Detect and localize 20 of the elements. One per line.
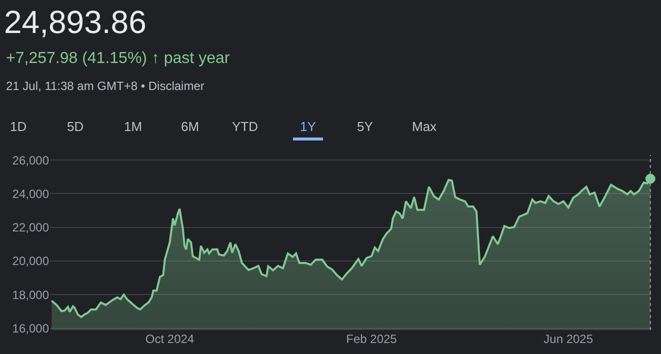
x-tick-label: Jun 2025 [544,332,594,346]
x-tick-label: Oct 2024 [145,332,194,346]
chart-title: 24,893.86 [4,4,146,40]
chart-subtitle: +7,257.98 (41.15%) ↑ past year [6,50,230,67]
text: Max [412,119,438,134]
text: 1D [10,119,27,134]
y-tick-label: 24,000 [12,186,50,201]
text: 5D [67,119,84,134]
text: YTD [232,119,258,134]
y-tick-label: 20,000 [12,254,50,268]
text: 1Y [300,119,316,134]
text: 1M [124,119,142,134]
y-tick-label: 16,000 [12,322,50,336]
x-tick-label: Feb 2025 [346,332,398,346]
text: 21 Jul, 11:38 am GMT+8 • Disclaimer [6,79,204,93]
y-tick-label: 22,000 [12,220,50,235]
text: 6M [181,119,200,134]
y-tick-label: 18,000 [12,288,50,302]
text: 5Y [357,119,374,134]
y-tick-label: 26,000 [12,153,50,168]
